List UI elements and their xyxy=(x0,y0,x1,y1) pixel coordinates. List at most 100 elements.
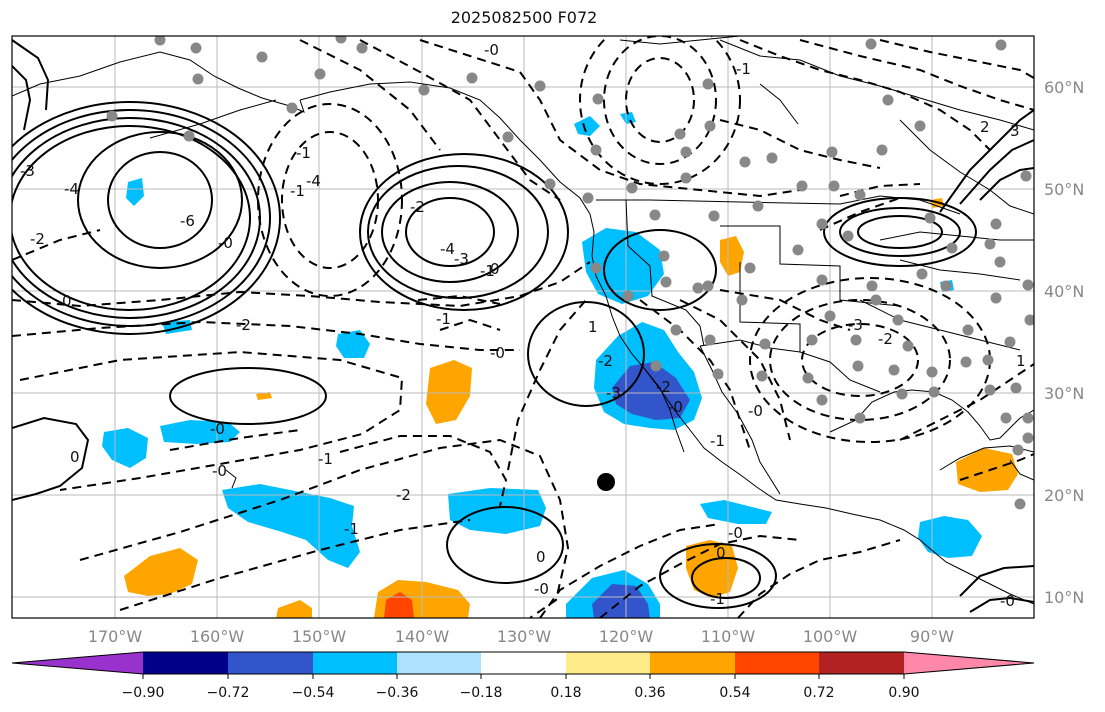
contour-label: 1 xyxy=(588,318,598,336)
colorbar-cell xyxy=(566,652,650,674)
colorbar-tick-label: 0.54 xyxy=(719,685,750,701)
contour-label: -0 xyxy=(210,420,225,438)
contour-label: -2 xyxy=(396,486,411,504)
contour-label: -4 xyxy=(64,180,79,198)
contour-label: -3 xyxy=(606,384,621,402)
lon-label: 160°W xyxy=(190,627,245,646)
contour-label: -0 xyxy=(1000,592,1015,610)
contour-label: -2 xyxy=(598,352,613,370)
lat-label: 50°N xyxy=(1044,180,1084,199)
fill-region xyxy=(384,592,414,618)
storm-center-marker xyxy=(597,473,615,491)
contour-label: -3 xyxy=(848,316,863,334)
lon-label: 90°W xyxy=(910,627,954,646)
fill-region xyxy=(256,392,272,400)
map-title: 2025082500 F072 xyxy=(450,8,598,27)
contour-label: -1 xyxy=(436,310,451,328)
fill-region xyxy=(620,112,636,124)
lat-label: 30°N xyxy=(1044,384,1084,403)
contour-label: -2 xyxy=(30,230,45,248)
colorbar-cell xyxy=(228,652,313,674)
contour-label: -0 xyxy=(484,41,499,59)
station-markers xyxy=(106,36,1034,510)
fill-region xyxy=(160,420,240,444)
contour-label: -2 xyxy=(656,378,671,396)
contour-label: -1 xyxy=(296,144,311,162)
colorbar: −0.90 −0.72 −0.54 −0.36 −0.18 0.18 0.36 … xyxy=(11,651,1035,701)
graticule xyxy=(12,36,1034,618)
lon-label: 150°W xyxy=(292,627,347,646)
colorbar-cell xyxy=(12,652,143,674)
fill-region xyxy=(276,600,312,618)
colorbar-cell xyxy=(143,652,228,674)
contour-label: -4 xyxy=(306,172,321,190)
fill-region xyxy=(124,548,198,596)
colorbar-cell xyxy=(904,652,1034,674)
colorbar-cell xyxy=(313,652,397,674)
contour-label: 0 xyxy=(716,544,726,562)
contour-label: -0 xyxy=(668,398,683,416)
colorbar-tick-label: 0.72 xyxy=(803,685,834,701)
contour-label: -0 xyxy=(534,580,549,598)
contour-label: -3 xyxy=(454,250,469,268)
colorbar-cell xyxy=(397,652,481,674)
contour-label: -6 xyxy=(180,212,195,230)
contour-label: -0 xyxy=(728,524,743,542)
contour-label: -0 xyxy=(490,344,505,362)
colorbar-cell xyxy=(735,652,819,674)
contour-label: -1 xyxy=(736,60,751,78)
lat-label: 60°N xyxy=(1044,78,1084,97)
fill-region xyxy=(222,484,360,568)
fill-region xyxy=(720,236,744,276)
lon-label: 140°W xyxy=(395,627,450,646)
colorbar-tick-label: 0.18 xyxy=(550,685,581,701)
contour-label: 0 xyxy=(536,548,546,566)
contour-lines-dashed xyxy=(12,36,1034,618)
colorbar-tick-label: −0.36 xyxy=(376,685,419,701)
lat-axis: 60°N 50°N 40°N 30°N 20°N 10°N xyxy=(1044,78,1084,607)
contour-label: -2 xyxy=(878,330,893,348)
colorbar-tick-label: 0.90 xyxy=(888,685,919,701)
contour-lines xyxy=(12,39,1034,613)
lon-axis: 170°W 160°W 150°W 140°W 130°W 120°W 110°… xyxy=(88,627,954,646)
contour-label: -0 xyxy=(748,402,763,420)
contour-label: 0 xyxy=(70,448,80,466)
colorbar-tick-label: −0.18 xyxy=(460,685,503,701)
fill-region xyxy=(126,178,144,206)
contour-label: 3 xyxy=(1010,122,1020,140)
fill-region xyxy=(612,362,690,420)
contour-label: -4 xyxy=(440,240,455,258)
contour-label: -1 xyxy=(480,262,495,280)
contour-label: 0 xyxy=(490,260,500,278)
colorbar-cell xyxy=(650,652,735,674)
contour-label: -1 xyxy=(318,450,333,468)
contour-label: -2 xyxy=(410,198,425,216)
lat-label: 20°N xyxy=(1044,486,1084,505)
anomaly-fills xyxy=(102,112,1018,618)
contour-label: 2 xyxy=(980,118,990,136)
lon-label: 100°W xyxy=(803,627,858,646)
fill-region xyxy=(956,448,1018,492)
fill-region xyxy=(574,116,600,136)
contour-label-group: -0 -3 -4 -6 -0 -2 -1 -4 -2 -1 -3 -4 -1 0… xyxy=(20,41,1026,610)
lon-label: 130°W xyxy=(497,627,552,646)
lat-label: 10°N xyxy=(1044,588,1084,607)
contour-label: -1 xyxy=(344,520,359,538)
lon-label: 120°W xyxy=(599,627,654,646)
fill-region xyxy=(700,500,772,524)
colorbar-tick-label: 0.36 xyxy=(634,685,665,701)
colorbar-tick-label: −0.90 xyxy=(122,685,165,701)
contour-label: -3 xyxy=(20,162,35,180)
contour-label: -1 xyxy=(290,182,305,200)
colorbar-ticks xyxy=(142,674,905,679)
colorbar-cell xyxy=(819,652,904,674)
fill-region xyxy=(336,330,370,358)
colorbar-tick-label: −0.54 xyxy=(292,685,335,701)
fill-region xyxy=(448,488,546,534)
lon-label: 110°W xyxy=(701,627,756,646)
fill-region xyxy=(686,540,738,598)
lat-label: 40°N xyxy=(1044,282,1084,301)
fill-region xyxy=(582,228,664,304)
fill-region xyxy=(102,428,148,468)
